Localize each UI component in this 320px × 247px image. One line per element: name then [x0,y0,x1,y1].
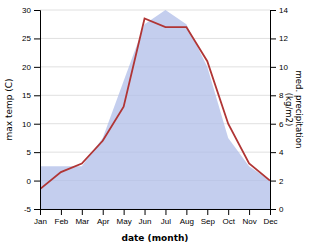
tick-mark [124,209,125,215]
tick-label: Mar [75,217,89,226]
tick-mark [34,209,40,210]
tick: 5 [27,148,40,157]
tick-mark [270,209,276,210]
chart: Jan Feb Mar Apr May Jun Jul Aug Sep Oct Nov Dec -5 0 5… [0,0,320,247]
tick: Feb [55,209,69,226]
tick-mark [34,181,40,182]
y2-axis-title-line: (kg/m2) [284,93,294,127]
tick-mark [270,181,276,182]
tick: 2 [270,177,284,186]
tick-label: May [117,217,132,226]
tick-mark [34,67,40,68]
tick-mark [145,209,146,215]
tick-mark [34,152,40,153]
axis-line [271,11,277,210]
tick-label: 15 [22,91,31,100]
y-axis-title: max temp (C) [4,78,14,140]
tick-label: 25 [22,34,31,43]
x-axis-title: date (month) [122,233,189,243]
tick-label: Apr [97,217,110,226]
tick: 20 [22,63,40,72]
data [40,10,270,209]
tick-mark [103,209,104,215]
tick-label: 5 [27,148,32,157]
tick-label: 4 [279,148,284,157]
tick-label: Jan [34,217,47,226]
grid [40,10,270,209]
tick-mark [270,10,276,11]
tick-label: 12 [279,34,288,43]
tick: 4 [270,148,284,157]
tick: Dec [263,209,277,226]
tick-mark [270,124,276,125]
grid-line [40,10,270,11]
tick-mark [82,209,83,215]
y-axis: -5 0 5 10 15 20 25 30 [22,6,40,214]
tick-mark [186,209,187,215]
tick-label: -5 [24,205,32,214]
tick: 15 [22,91,40,100]
axis-line [41,210,271,216]
tick: 25 [22,34,40,43]
tick: Mar [75,209,89,226]
tick: Jun [139,209,152,226]
area [40,10,270,209]
tick-label: 0 [279,205,284,214]
tick-label: 8 [279,91,284,100]
tick: 0 [270,205,284,214]
tick: Jan [34,209,47,226]
tick-mark [207,209,208,215]
tick-mark [34,38,40,39]
tick-label: 0 [27,177,32,186]
tick-mark [61,209,62,215]
tick-label: Jun [139,217,152,226]
tick: -5 [24,205,40,214]
tick-label: Sep [201,217,216,226]
tick: 30 [22,6,40,15]
plot: Jan Feb Mar Apr May Jun Jul Aug Sep Oct Nov Dec -5 0 5… [4,6,304,243]
tick: 14 [270,6,288,15]
tick: 12 [270,34,288,43]
tick-mark [270,152,276,153]
tick: Sep [201,209,216,226]
tick: 6 [270,120,284,129]
tick: Oct [222,209,235,226]
tick: 10 [270,63,288,72]
tick-label: 30 [22,6,31,15]
tick: 0 [27,177,40,186]
tick: May [117,209,132,226]
tick-label: 2 [279,177,284,186]
tick: 10 [22,120,40,129]
axis-line [34,11,41,210]
tick-mark [270,95,276,96]
tick-label: Oct [222,217,235,226]
tick-label: Dec [263,217,277,226]
tick-mark [228,209,229,215]
tick-label: 10 [22,120,31,129]
tick: Apr [97,209,110,226]
tick-mark [165,209,166,215]
tick: Aug [180,209,194,226]
tick-label: Nov [242,217,256,226]
tick-label: Aug [180,217,194,226]
x-axis: Jan Feb Mar Apr May Jun Jul Aug Sep Oct Nov Dec [34,209,278,226]
tick: Nov [242,209,256,226]
tick-label: 20 [22,63,31,72]
line [40,19,270,190]
tick-mark [34,95,40,96]
tick: Jul [161,209,171,226]
tick-label: 14 [279,6,288,15]
tick-label: 10 [279,63,288,72]
tick-mark [270,67,276,68]
tick-label: Jul [161,217,171,226]
tick-mark [34,10,40,11]
tick-label: 6 [279,120,284,129]
tick-mark [249,209,250,215]
tick: 8 [270,91,284,100]
tick-mark [34,124,40,125]
tick-label: Feb [55,217,69,226]
tick-mark [270,38,276,39]
y2-axis-title: med. precipitation(kg/m2) [284,71,303,149]
